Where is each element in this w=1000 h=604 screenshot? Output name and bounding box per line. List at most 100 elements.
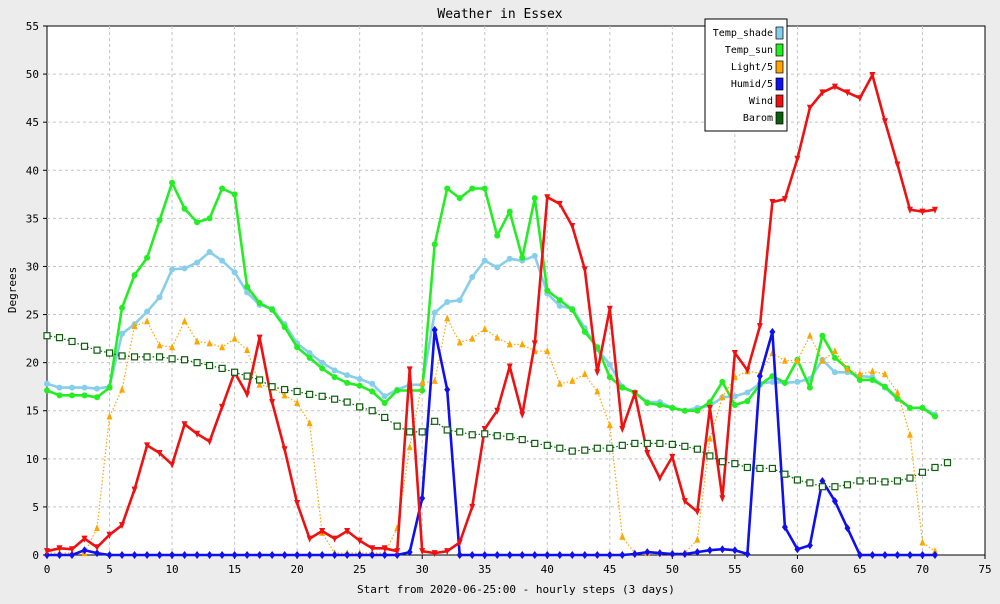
temp-shade-point (769, 378, 776, 385)
temp-sun-point (556, 297, 563, 304)
barom-point (468, 431, 476, 439)
legend-box (704, 18, 788, 132)
temp-shade-point (494, 264, 501, 271)
barom-point (543, 441, 551, 449)
temp-shade-point (56, 384, 63, 391)
humid-5-point (719, 545, 726, 554)
humid-5-point (331, 551, 338, 559)
series-layer (43, 72, 952, 559)
barom-point (130, 353, 139, 361)
light-5-point (206, 339, 213, 347)
barom-point (168, 355, 176, 363)
temp-sun-point (456, 195, 463, 202)
legend-swatch-temp-shade (775, 26, 784, 40)
barom-point (793, 476, 802, 484)
temp-sun-point (56, 392, 63, 399)
temp-sun-point (856, 376, 863, 383)
barom-point (418, 428, 426, 436)
wind-point (556, 200, 563, 208)
light-5-point (694, 535, 701, 543)
legend-label-barom: Barom (743, 113, 773, 124)
temp-sun-point (506, 208, 513, 215)
temp-sun-point (831, 354, 838, 361)
humid-5-point (356, 551, 363, 559)
wind-point (569, 223, 576, 231)
humid-5-point (744, 550, 751, 559)
humid-5-point (844, 524, 851, 533)
light-5-point (281, 391, 288, 399)
humid-5-point (94, 549, 101, 558)
temp-sun-point (256, 300, 263, 307)
series-barom (43, 332, 952, 491)
light-5-point (819, 356, 826, 364)
temp-sun-point (619, 384, 626, 391)
wind-point (681, 498, 688, 506)
temp-sun-point (181, 205, 188, 212)
light-5-point (894, 388, 901, 396)
temp-shade-point (306, 350, 313, 357)
light-5-point (106, 412, 113, 420)
x-tick-label: 0 (44, 563, 51, 576)
wind-point (144, 442, 151, 450)
humid-5-point (369, 551, 376, 559)
temp-shade-point (431, 309, 438, 316)
wind-point (731, 350, 738, 358)
barom-point (718, 458, 726, 466)
barom-point (743, 463, 751, 472)
x-tick-label: 50 (666, 563, 679, 576)
light-5-point (556, 379, 563, 387)
light-5-point (131, 322, 138, 330)
y-tick-label: 0 (32, 549, 39, 562)
humid-5-point (519, 551, 526, 559)
humid-5-point (831, 497, 838, 506)
legend-label-temp-shade: Temp_shade (713, 28, 773, 39)
series-temp-sun (44, 179, 938, 420)
wind-point (744, 367, 751, 375)
series-line-temp-sun (46, 181, 936, 418)
legend: Temp_shade Temp_sun Light/5 Humid/5 Wind Baro… (704, 18, 788, 132)
wind-point (881, 118, 888, 126)
light-5-point (444, 314, 451, 322)
wind-point (869, 72, 876, 80)
y-axis-label: Degrees (6, 267, 19, 313)
barom-point (706, 452, 714, 460)
legend-swatch-humid-5 (775, 77, 784, 91)
temp-shade-point (194, 259, 201, 266)
temp-sun-point (606, 374, 613, 381)
temp-sun-point (344, 379, 351, 386)
barom-point (906, 474, 914, 482)
light-5-point (606, 421, 613, 429)
humid-5-point (544, 551, 551, 559)
legend-swatch-barom (775, 111, 784, 125)
chart-title: Weather in Essex (437, 7, 562, 22)
wind-point (919, 208, 926, 216)
humid-5-point (806, 541, 813, 550)
barom-point (931, 463, 939, 472)
x-tick-label: 65 (853, 563, 866, 576)
temp-shade-point (794, 378, 801, 385)
light-5-point (506, 340, 513, 348)
humid-5-point (444, 385, 451, 394)
y-tick-label: 10 (26, 453, 39, 466)
barom-point (193, 359, 201, 367)
barom-point (55, 334, 64, 342)
temp-sun-point (244, 283, 251, 290)
temp-sun-point (144, 254, 151, 261)
barom-point (93, 346, 101, 354)
light-5-point (456, 338, 463, 346)
humid-5-point (869, 551, 876, 559)
wind-point (519, 411, 526, 419)
temp-shade-point (119, 330, 126, 337)
temp-sun-point (681, 407, 688, 414)
legend-swatch-light-5 (775, 60, 784, 74)
humid-5-point (819, 476, 826, 485)
barom-point (806, 479, 814, 487)
humid-5-point (694, 548, 701, 557)
humid-5-point (681, 550, 688, 559)
barom-point (368, 407, 376, 415)
temp-sun-point (231, 191, 238, 198)
temp-shade-point (94, 385, 101, 392)
temp-sun-point (131, 272, 138, 279)
temp-sun-point (544, 287, 551, 294)
temp-sun-point (169, 179, 176, 186)
